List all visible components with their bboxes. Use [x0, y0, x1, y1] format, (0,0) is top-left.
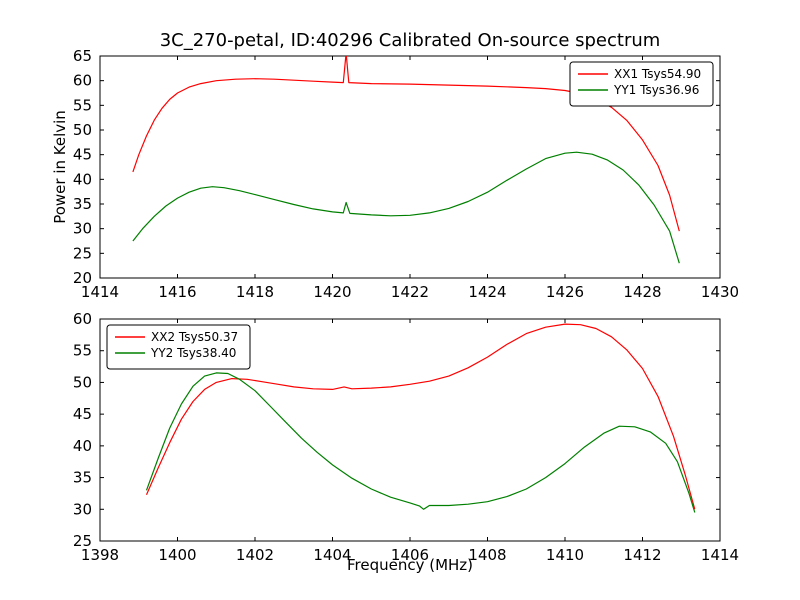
- series-line-xx2: [145, 323, 696, 510]
- y-tick-label: 60: [73, 310, 92, 328]
- x-tick-label: 1420: [313, 283, 351, 301]
- x-tick-label: 1404: [313, 546, 351, 564]
- y-tick-label: 55: [73, 96, 92, 114]
- legend-label: YY2 Tsys38.40: [150, 346, 236, 360]
- x-tick-label: 1424: [468, 283, 506, 301]
- y-tick-label: 45: [73, 405, 92, 423]
- y-tick-label: 30: [73, 220, 92, 238]
- x-axis-label: Frequency (MHz): [346, 556, 474, 574]
- y-tick-label: 25: [73, 244, 92, 262]
- x-tick-label: 1400: [158, 546, 196, 564]
- x-tick-label: 1418: [236, 283, 274, 301]
- x-tick-label: 1398: [81, 546, 119, 564]
- y-axis-label: Power in Kelvin: [51, 110, 69, 224]
- x-tick-label: 1406: [391, 546, 429, 564]
- y-tick-label: 45: [73, 146, 92, 164]
- x-tick-label: 1430: [701, 283, 739, 301]
- subplot-1: 1414 1416 1418 1420 1422 1424 1426 1428 1430 20 25…: [73, 47, 739, 301]
- legend-box: [569, 61, 714, 107]
- legend: XX1 Tsys54.90 YY1 Tsys36.96: [569, 61, 714, 107]
- x-tick-label: 1428: [623, 283, 661, 301]
- plot-title: 3C_270-petal, ID:40296 Calibrated On-sou…: [159, 30, 661, 51]
- x-tick-label: 1422: [391, 283, 429, 301]
- legend-label: YY1 Tsys36.96: [613, 83, 699, 97]
- y-tick-label: 65: [73, 47, 92, 65]
- legend: XX2 Tsys50.37 YY2 Tsys38.40: [106, 324, 251, 370]
- legend-box: [106, 324, 251, 370]
- x-tick-label: 1426: [546, 283, 584, 301]
- y-tick-label: 60: [73, 72, 92, 90]
- x-tick-label: 1414: [701, 546, 739, 564]
- y-tick-label: 40: [73, 170, 92, 188]
- x-tick-label: 1410: [546, 546, 584, 564]
- x-tick-label: 1416: [158, 283, 196, 301]
- y-tick-label: 55: [73, 342, 92, 360]
- x-tick-label: 1408: [468, 546, 506, 564]
- subplot-2: 1398 1400 1402 1404 1406 1408 1410 1412 1414 25 30…: [73, 310, 739, 564]
- x-tick-label: 1412: [623, 546, 661, 564]
- y-tick-label: 25: [73, 532, 92, 550]
- y-tick-label: 35: [73, 469, 92, 487]
- y-tick-label: 35: [73, 195, 92, 213]
- legend-label: XX1 Tsys54.90: [614, 67, 701, 81]
- series-line-yy1: [132, 151, 680, 264]
- y-tick-label: 50: [73, 373, 92, 391]
- x-tick-label: 1402: [236, 546, 274, 564]
- legend-label: XX2 Tsys50.37: [151, 330, 238, 344]
- y-tick-label: 20: [73, 269, 92, 287]
- y-tick-label: 50: [73, 121, 92, 139]
- y-tick-label: 30: [73, 500, 92, 518]
- x-tick-label: 1414: [81, 283, 119, 301]
- y-tick-label: 40: [73, 437, 92, 455]
- series-line-yy2: [145, 372, 696, 513]
